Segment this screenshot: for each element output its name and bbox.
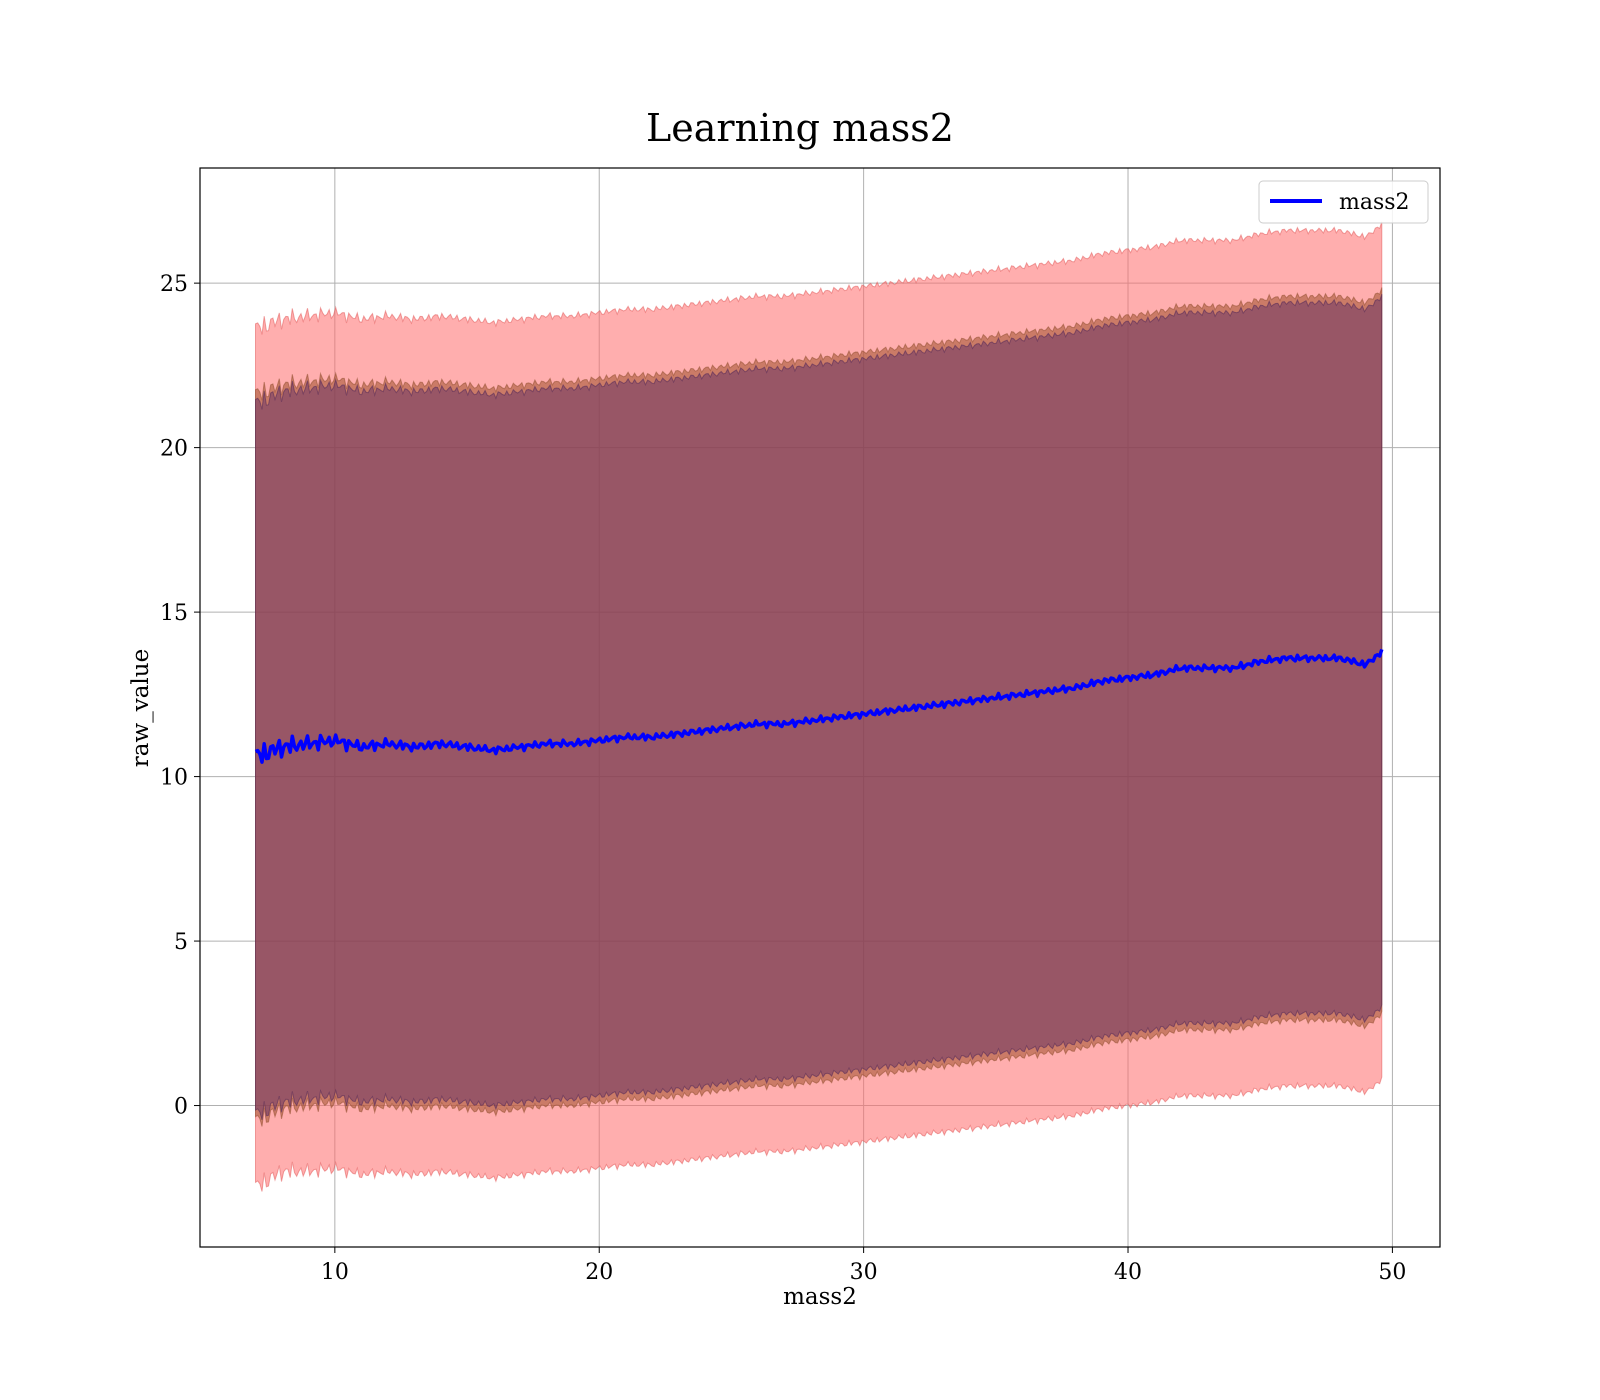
y-tick-label: 20 bbox=[160, 437, 188, 462]
series-lines bbox=[254, 648, 1384, 764]
x-axis-title: mass2 bbox=[783, 1284, 857, 1310]
x-tick-label: 40 bbox=[1114, 1260, 1142, 1285]
legend-label: mass2 bbox=[1339, 190, 1410, 215]
chart-title: Learning mass2 bbox=[646, 106, 954, 150]
legend: mass2 bbox=[1258, 180, 1429, 224]
x-tick-label: 10 bbox=[321, 1260, 349, 1285]
y-axis-ticks: 0 5 10 15 20 25 bbox=[160, 272, 200, 1120]
legend-box bbox=[1258, 180, 1429, 224]
series-line-mass2 bbox=[254, 648, 1384, 764]
y-tick-label: 0 bbox=[174, 1095, 188, 1120]
y-axis-title: raw_value bbox=[128, 649, 154, 767]
inner-band bbox=[255, 293, 1383, 1121]
confidence-bands bbox=[255, 221, 1383, 1192]
y-tick-label: 25 bbox=[160, 272, 188, 297]
x-tick-label: 50 bbox=[1378, 1260, 1406, 1285]
plot-frame bbox=[199, 167, 1441, 1248]
y-tick-label: 5 bbox=[174, 930, 188, 955]
x-tick-label: 30 bbox=[850, 1260, 878, 1285]
y-tick-label: 15 bbox=[160, 601, 188, 626]
y-tick-label: 10 bbox=[160, 766, 188, 791]
x-tick-label: 20 bbox=[585, 1260, 613, 1285]
middle-band bbox=[255, 287, 1383, 1127]
x-axis-ticks: 10 20 30 40 50 bbox=[321, 1247, 1406, 1285]
